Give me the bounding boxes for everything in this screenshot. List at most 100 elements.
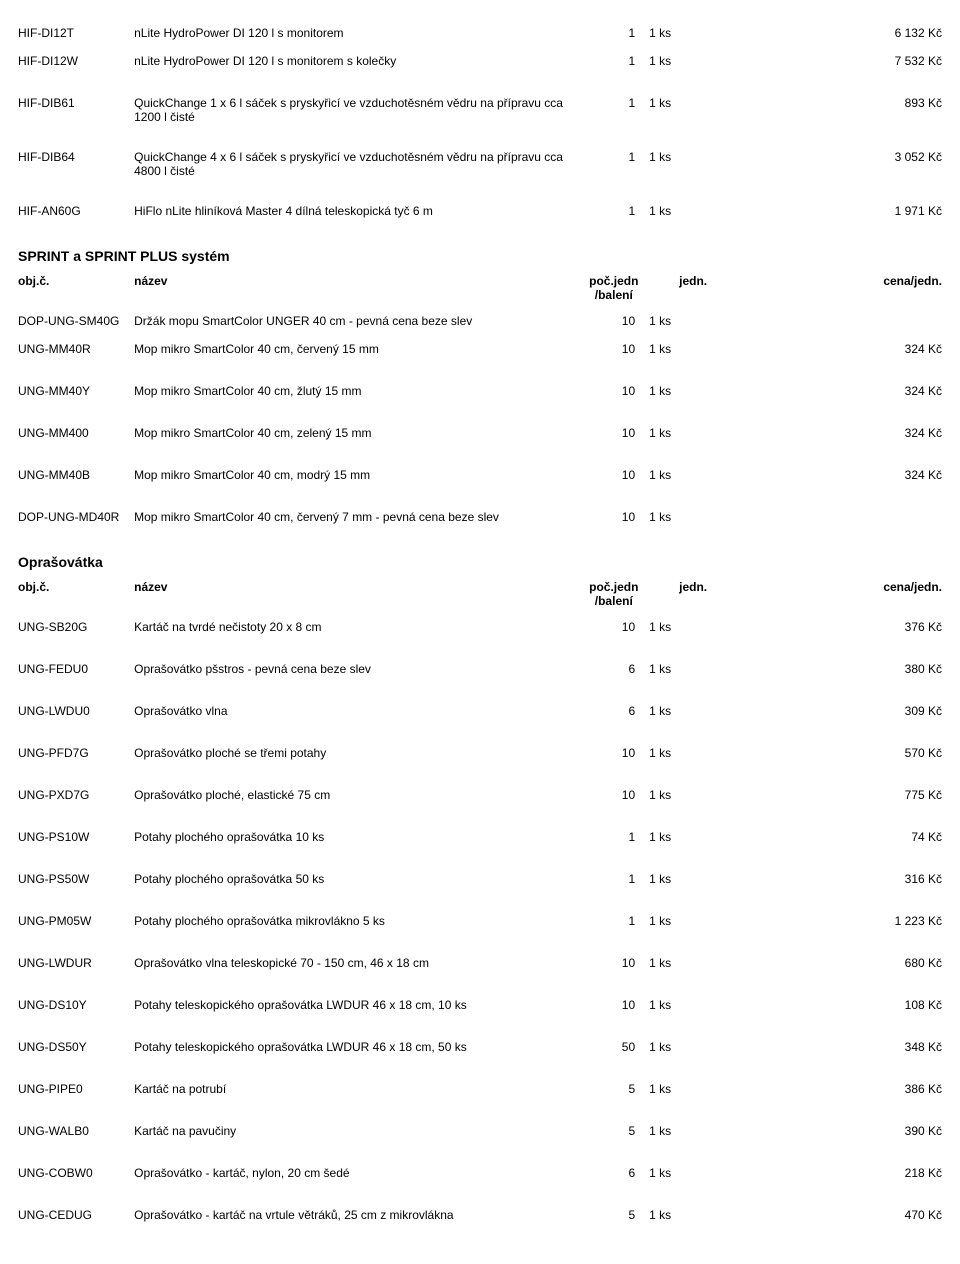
table-row: UNG-MM40BMop mikro SmartColor 40 cm, mod… — [18, 462, 942, 490]
item-name: Mop mikro SmartColor 40 cm, zelený 15 mm — [134, 420, 578, 448]
item-name: Oprašovátko vlna — [134, 698, 578, 726]
item-name: nLite HydroPower DI 120 l s monitorem s … — [134, 48, 578, 76]
item-unit: 1 ks — [649, 782, 699, 810]
item-price: 6 132 Kč — [821, 20, 942, 48]
item-qty: 10 — [578, 740, 649, 768]
item-price: 376 Kč — [821, 614, 942, 642]
item-unit: 1 ks — [649, 20, 699, 48]
item-unit: 1 ks — [649, 144, 699, 184]
item-qty: 1 — [578, 48, 649, 76]
item-price: 324 Kč — [821, 378, 942, 406]
item-unit: 1 ks — [649, 1076, 699, 1104]
table-row: UNG-LWDUROprašovátko vlna teleskopické 7… — [18, 950, 942, 978]
table-row: HIF-AN60GHiFlo nLite hliníková Master 4 … — [18, 198, 942, 226]
item-qty: 10 — [578, 992, 649, 1020]
item-qty: 6 — [578, 656, 649, 684]
item-qty: 10 — [578, 782, 649, 810]
item-qty: 10 — [578, 504, 649, 532]
item-code: UNG-MM40Y — [18, 378, 134, 406]
table-row: UNG-MM40YMop mikro SmartColor 40 cm, žlu… — [18, 378, 942, 406]
table-row: UNG-PS10WPotahy plochého oprašovátka 10 … — [18, 824, 942, 852]
item-price: 390 Kč — [821, 1118, 942, 1146]
item-unit: 1 ks — [649, 908, 699, 936]
table-row: HIF-DI12TnLite HydroPower DI 120 l s mon… — [18, 20, 942, 48]
table-row: UNG-PIPE0Kartáč na potrubí51 ks386 Kč — [18, 1076, 942, 1104]
item-code: UNG-CEDUG — [18, 1202, 134, 1230]
item-code: UNG-DS10Y — [18, 992, 134, 1020]
item-unit: 1 ks — [649, 1202, 699, 1230]
item-code: UNG-PS50W — [18, 866, 134, 894]
hdr-qty: poč.jedn /balení — [578, 574, 649, 614]
section-title: Oprašovátka — [18, 546, 942, 574]
item-name: Potahy plochého oprašovátka 10 ks — [134, 824, 578, 852]
hdr-unit: jedn. — [649, 574, 699, 614]
item-qty: 10 — [578, 420, 649, 448]
item-price: 1 223 Kč — [821, 908, 942, 936]
item-name: QuickChange 1 x 6 l sáček s pryskyřicí v… — [134, 90, 578, 130]
item-code: UNG-MM40B — [18, 462, 134, 490]
item-name: Potahy teleskopického oprašovátka LWDUR … — [134, 992, 578, 1020]
item-price: 386 Kč — [821, 1076, 942, 1104]
table-row: UNG-WALB0Kartáč na pavučiny51 ks390 Kč — [18, 1118, 942, 1146]
item-price: 348 Kč — [821, 1034, 942, 1062]
item-code: UNG-LWDUR — [18, 950, 134, 978]
item-qty: 10 — [578, 308, 649, 336]
item-name: Potahy plochého oprašovátka 50 ks — [134, 866, 578, 894]
item-code: UNG-PM05W — [18, 908, 134, 936]
item-unit: 1 ks — [649, 614, 699, 642]
item-name: Kartáč na pavučiny — [134, 1118, 578, 1146]
item-code: DOP-UNG-MD40R — [18, 504, 134, 532]
table-row: UNG-CEDUGOprašovátko - kartáč na vrtule … — [18, 1202, 942, 1230]
hdr-price: cena/jedn. — [821, 268, 942, 308]
item-price: 108 Kč — [821, 992, 942, 1020]
item-price: 380 Kč — [821, 656, 942, 684]
item-unit: 1 ks — [649, 656, 699, 684]
item-unit: 1 ks — [649, 198, 699, 226]
table-row: UNG-PXD7GOprašovátko ploché, elastické 7… — [18, 782, 942, 810]
table-row: UNG-FEDU0Oprašovátko pšstros - pevná cen… — [18, 656, 942, 684]
item-qty: 1 — [578, 144, 649, 184]
item-unit: 1 ks — [649, 1034, 699, 1062]
item-price: 775 Kč — [821, 782, 942, 810]
table-row: UNG-MM400Mop mikro SmartColor 40 cm, zel… — [18, 420, 942, 448]
item-unit: 1 ks — [649, 48, 699, 76]
item-unit: 1 ks — [649, 992, 699, 1020]
item-qty: 1 — [578, 20, 649, 48]
item-code: UNG-PIPE0 — [18, 1076, 134, 1104]
item-qty: 1 — [578, 824, 649, 852]
item-price — [821, 504, 942, 532]
item-qty: 6 — [578, 698, 649, 726]
table-row: HIF-DIB61QuickChange 1 x 6 l sáček s pry… — [18, 90, 942, 130]
item-name: Kartáč na tvrdé nečistoty 20 x 8 cm — [134, 614, 578, 642]
table-row: HIF-DI12WnLite HydroPower DI 120 l s mon… — [18, 48, 942, 76]
item-qty: 50 — [578, 1034, 649, 1062]
item-unit: 1 ks — [649, 698, 699, 726]
item-unit: 1 ks — [649, 1160, 699, 1188]
hdr-qty: poč.jedn /balení — [578, 268, 649, 308]
item-code: UNG-COBW0 — [18, 1160, 134, 1188]
item-unit: 1 ks — [649, 462, 699, 490]
item-code: UNG-WALB0 — [18, 1118, 134, 1146]
item-code: HIF-DIB61 — [18, 90, 134, 130]
table-header: obj.č.názevpoč.jedn /baleníjedn.cena/jed… — [18, 268, 942, 308]
item-price: 893 Kč — [821, 90, 942, 130]
table-row: DOP-UNG-MD40RMop mikro SmartColor 40 cm,… — [18, 504, 942, 532]
item-price: 680 Kč — [821, 950, 942, 978]
item-code: UNG-MM400 — [18, 420, 134, 448]
item-name: Oprašovátko ploché se třemi potahy — [134, 740, 578, 768]
item-unit: 1 ks — [649, 740, 699, 768]
item-name: Potahy teleskopického oprašovátka LWDUR … — [134, 1034, 578, 1062]
table-row: DOP-UNG-SM40GDržák mopu SmartColor UNGER… — [18, 308, 942, 336]
table-row: UNG-DS10YPotahy teleskopického oprašovát… — [18, 992, 942, 1020]
item-code: UNG-PS10W — [18, 824, 134, 852]
item-unit: 1 ks — [649, 950, 699, 978]
item-unit: 1 ks — [649, 504, 699, 532]
item-code: UNG-FEDU0 — [18, 656, 134, 684]
hdr-unit: jedn. — [649, 268, 699, 308]
item-unit: 1 ks — [649, 866, 699, 894]
item-price: 1 971 Kč — [821, 198, 942, 226]
table-row: UNG-COBW0Oprašovátko - kartáč, nylon, 20… — [18, 1160, 942, 1188]
item-name: Oprašovátko - kartáč na vrtule větráků, … — [134, 1202, 578, 1230]
item-price: 74 Kč — [821, 824, 942, 852]
hdr-price: cena/jedn. — [821, 574, 942, 614]
